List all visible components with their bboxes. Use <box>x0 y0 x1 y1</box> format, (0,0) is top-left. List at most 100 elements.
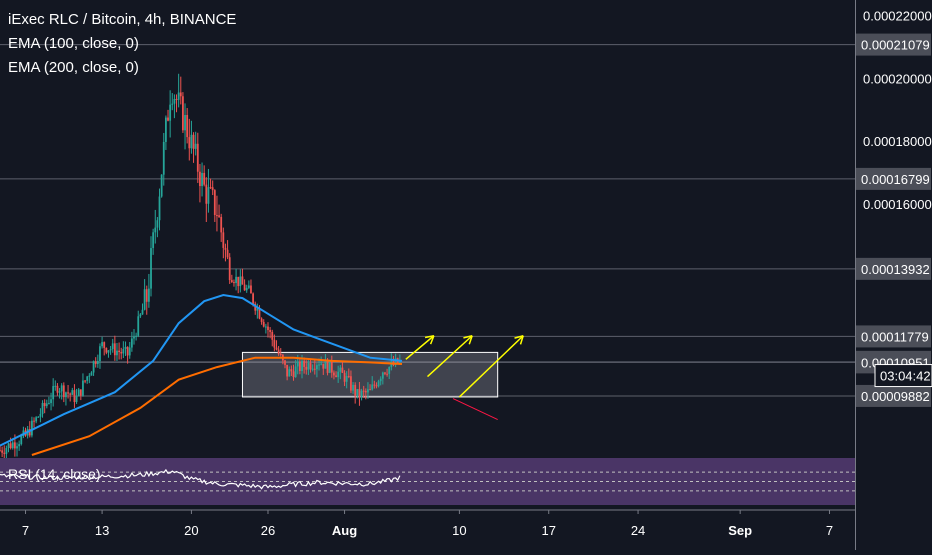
candle-body <box>377 381 380 387</box>
candle-body <box>16 446 18 449</box>
candle-body <box>1 450 4 453</box>
ema200-legend[interactable]: EMA (200, close, 0) <box>8 59 139 76</box>
candle-body <box>309 363 312 370</box>
candle-body <box>71 390 74 395</box>
candle-body <box>35 417 38 422</box>
candle-body <box>45 403 48 407</box>
candle-body <box>218 215 220 217</box>
candle-body <box>33 420 35 422</box>
candle-body <box>96 361 99 365</box>
candle-body <box>292 371 295 378</box>
candle-body <box>324 359 327 369</box>
candle-body <box>107 350 110 353</box>
countdown-label: 03:04:42 <box>880 369 931 384</box>
candles-group <box>0 73 401 461</box>
candle-body <box>160 174 163 197</box>
candle-body <box>356 389 359 396</box>
candle-body <box>75 396 78 403</box>
time-tick-label: 7 <box>22 523 29 538</box>
time-tick-label: 10 <box>452 523 466 538</box>
candle-body <box>379 378 382 382</box>
candle-body <box>260 318 263 322</box>
candle-body <box>143 289 146 310</box>
time-tick-label: 26 <box>261 523 275 538</box>
candle-body <box>254 303 257 311</box>
candle-body <box>50 399 52 404</box>
candle-body <box>139 314 142 317</box>
candle-body <box>167 117 169 121</box>
price-level-tag <box>856 33 931 56</box>
price-tick-label: 0.00018000 <box>863 134 932 149</box>
candle-body <box>384 372 386 374</box>
candle-body <box>84 380 86 382</box>
candle-body <box>209 187 212 189</box>
arrow-head <box>468 335 473 345</box>
candle-body <box>371 384 374 390</box>
price-level-tag <box>856 325 931 348</box>
candle-body <box>60 385 63 392</box>
candle-body <box>205 184 208 204</box>
candle-body <box>326 359 329 373</box>
candle-body <box>86 376 89 381</box>
candle-body <box>264 326 267 328</box>
candle-body <box>250 285 252 294</box>
candle-body <box>39 413 42 417</box>
candle-body <box>113 343 116 356</box>
candle-body <box>130 338 133 348</box>
candle-body <box>79 389 82 396</box>
candle-body <box>82 380 84 396</box>
candle-body <box>354 384 357 396</box>
candle-body <box>320 363 323 365</box>
ema100-legend[interactable]: EMA (100, close, 0) <box>8 35 139 52</box>
time-tick-label: 13 <box>95 523 109 538</box>
candle-body <box>345 376 348 382</box>
candle-body <box>294 366 297 378</box>
candle-body <box>279 353 282 355</box>
candle-body <box>313 368 316 370</box>
candle-body <box>269 330 272 332</box>
candle-body <box>156 220 159 228</box>
candle-body <box>128 347 131 356</box>
projection-arrow <box>405 335 435 360</box>
candle-body <box>298 361 301 371</box>
candle-body <box>216 215 218 217</box>
price-level-tag <box>856 384 931 407</box>
candle-body <box>69 393 72 395</box>
price-level-tag <box>856 167 931 190</box>
candle-body <box>262 321 265 327</box>
candle-body <box>307 363 310 370</box>
candle-body <box>164 117 167 142</box>
candle-body <box>288 369 291 377</box>
candle-body <box>145 289 148 302</box>
candle-body <box>284 360 286 365</box>
symbol-title[interactable]: iExec RLC / Bitcoin, 4h, BINANCE <box>8 11 237 28</box>
candle-body <box>224 247 227 250</box>
candle-body <box>352 384 354 391</box>
candle-body <box>243 284 246 291</box>
candle-body <box>333 372 335 376</box>
candle-body <box>20 436 23 445</box>
candle-body <box>207 187 210 204</box>
time-tick-label: Aug <box>332 523 357 538</box>
candle-body <box>109 349 112 351</box>
candle-body <box>277 349 280 354</box>
ema100-line <box>0 293 403 447</box>
candle-body <box>103 342 106 348</box>
candle-body <box>62 385 65 398</box>
candle-body <box>118 350 121 353</box>
rsi-legend[interactable]: RSI (14, close) <box>8 466 101 482</box>
candle-body <box>52 386 55 400</box>
arrow-head <box>429 335 435 345</box>
candle-body <box>77 389 80 397</box>
price-level-label: 0.00021079 <box>861 38 930 53</box>
candle-body <box>154 227 157 233</box>
candle-body <box>147 288 150 302</box>
countdown-tag <box>874 364 932 388</box>
candle-body <box>31 420 33 436</box>
candle-body <box>203 172 206 185</box>
candle-body <box>135 335 138 337</box>
candle-body <box>116 350 118 356</box>
candle-body <box>316 365 318 370</box>
